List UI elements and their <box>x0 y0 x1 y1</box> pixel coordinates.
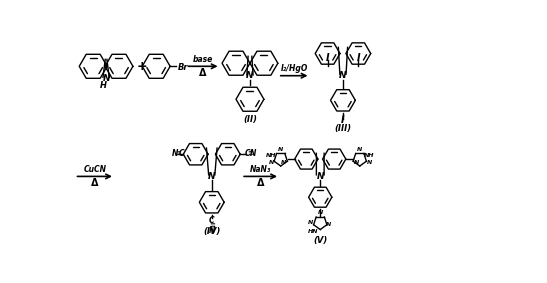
Text: (V): (V) <box>313 236 327 245</box>
Text: base: base <box>193 55 213 64</box>
Text: N: N <box>208 172 216 181</box>
Text: N: N <box>318 210 323 215</box>
Text: N: N <box>172 149 178 158</box>
Text: N: N <box>281 160 287 165</box>
Text: I: I <box>326 53 329 63</box>
Text: ≡: ≡ <box>247 151 253 156</box>
Text: I: I <box>357 53 360 63</box>
Text: Δ: Δ <box>257 178 264 188</box>
Text: H: H <box>100 80 107 89</box>
Text: N: N <box>339 71 347 80</box>
Text: I₂/HgO: I₂/HgO <box>281 64 308 73</box>
Text: HN: HN <box>308 229 318 233</box>
Text: I: I <box>341 115 345 125</box>
Text: NH: NH <box>364 153 374 158</box>
Text: N: N <box>208 226 215 235</box>
Text: NaN₃: NaN₃ <box>250 165 271 174</box>
Text: N: N <box>278 147 283 152</box>
Text: N: N <box>326 222 331 228</box>
Text: N: N <box>307 220 313 225</box>
Text: Δ: Δ <box>91 178 98 188</box>
Text: C: C <box>179 149 184 158</box>
Text: C: C <box>209 216 214 225</box>
Text: N: N <box>366 160 372 166</box>
Text: +: + <box>137 60 148 73</box>
Text: Δ: Δ <box>199 68 207 78</box>
Text: N: N <box>357 147 363 152</box>
Text: N: N <box>354 160 359 165</box>
Text: (III): (III) <box>334 124 352 132</box>
Text: ≡: ≡ <box>176 151 182 156</box>
Text: (II): (II) <box>243 115 257 124</box>
Text: ≡: ≡ <box>209 222 214 228</box>
Text: C: C <box>245 149 250 158</box>
Text: N: N <box>102 74 110 83</box>
Text: NH: NH <box>266 153 277 158</box>
Text: Br: Br <box>178 63 188 72</box>
Text: N: N <box>317 172 324 181</box>
Text: N: N <box>250 149 257 158</box>
Text: (IV): (IV) <box>203 227 220 236</box>
Text: N: N <box>269 160 274 166</box>
Text: CuCN: CuCN <box>83 165 106 174</box>
Text: N: N <box>246 71 254 80</box>
